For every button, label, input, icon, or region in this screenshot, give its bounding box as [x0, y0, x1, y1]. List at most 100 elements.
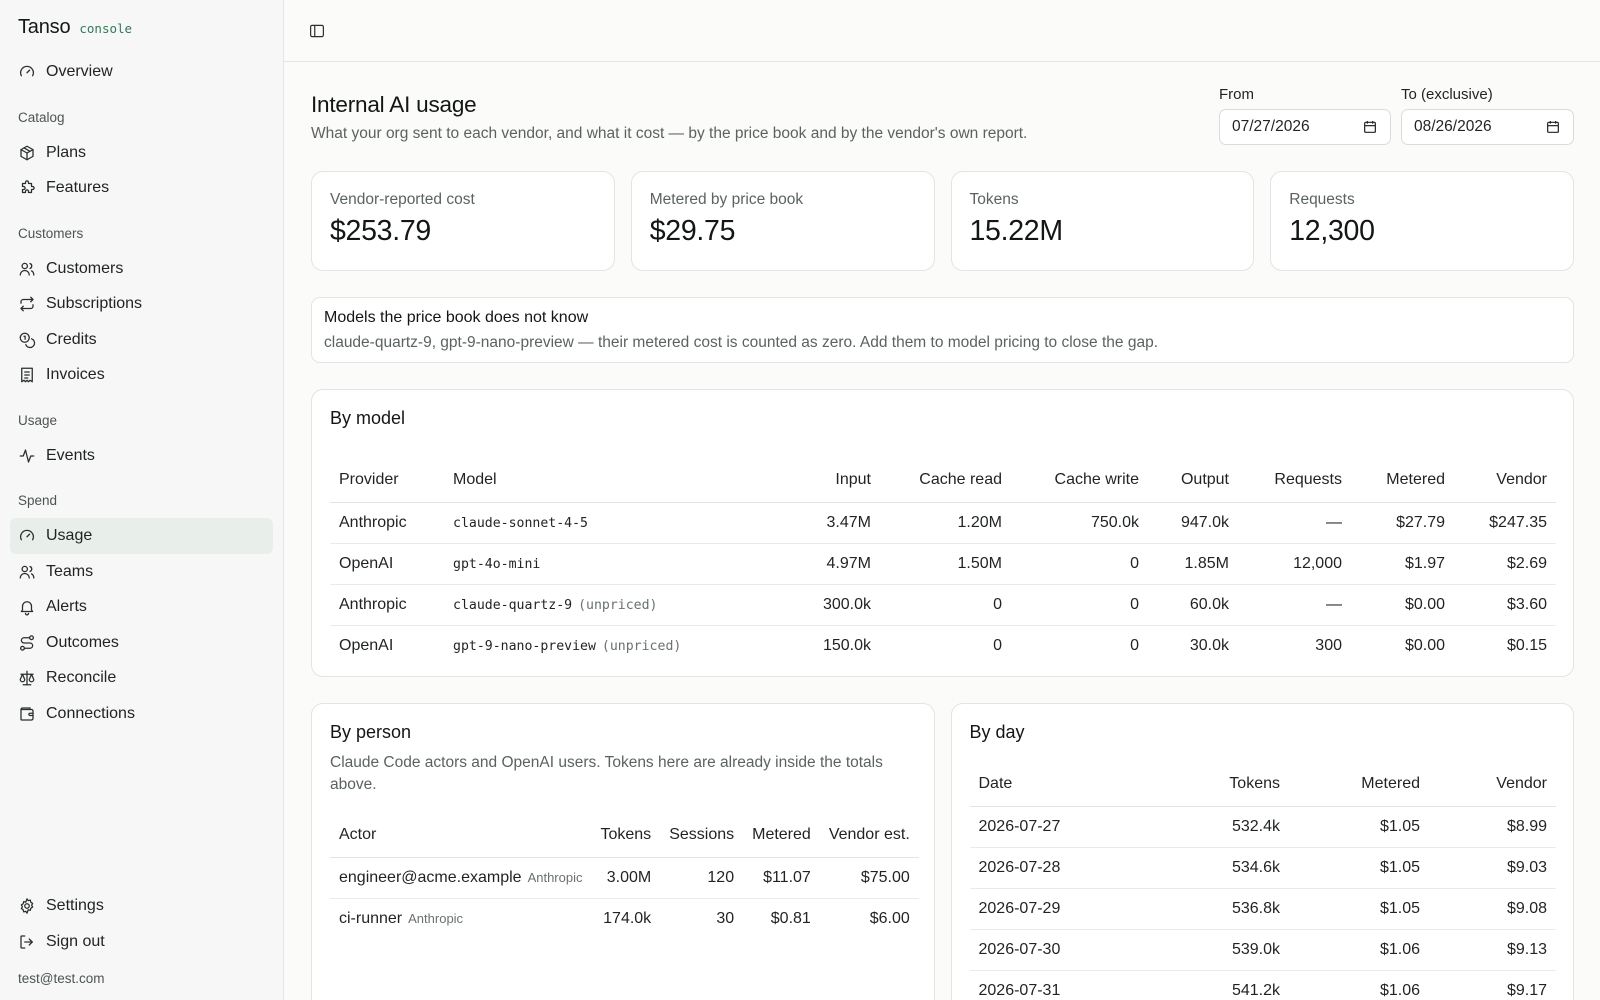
sidebar: Tanso console Overview Catalog Plans Fea…	[0, 0, 284, 1000]
panel-left-icon	[310, 24, 324, 37]
notice-body: claude-quartz-9, gpt-9-nano-preview — th…	[324, 334, 1158, 351]
stat-value: 12,300	[1289, 215, 1375, 247]
sidebar-toggle-button[interactable]	[304, 18, 330, 44]
model-name: gpt-9-nano-preview	[453, 638, 596, 654]
tokens-cell: 3.00M	[591, 857, 661, 899]
sidebar-item-connections[interactable]: Connections	[10, 696, 273, 732]
user-email: test@test.com	[18, 971, 105, 986]
column-header[interactable]: Cache read	[880, 458, 1011, 503]
calendar-icon[interactable]	[1545, 119, 1561, 135]
column-header[interactable]: Tokens	[1149, 762, 1289, 807]
stat-cards: Vendor-reported cost $253.79 Metered by …	[311, 171, 1574, 271]
metered-cell: $0.81	[770, 909, 811, 927]
sidebar-item-label: Settings	[46, 897, 104, 914]
model-name: claude-quartz-9	[453, 597, 573, 613]
provider-tag: Anthropic	[408, 910, 464, 926]
card-title: By model	[330, 408, 406, 428]
users-icon	[19, 565, 35, 579]
sidebar-item-outcomes[interactable]: Outcomes	[10, 625, 273, 661]
sidebar-item-usage[interactable]: Usage	[10, 518, 273, 554]
sidebar-item-customers[interactable]: Customers	[10, 251, 273, 287]
column-header[interactable]: Provider	[330, 458, 444, 503]
sidebar-item-alerts[interactable]: Alerts	[10, 589, 273, 625]
actor-cell: ci-runner Anthropic	[330, 898, 591, 939]
column-header[interactable]: Tokens	[591, 813, 661, 858]
gauge-icon	[20, 529, 34, 541]
metered-cell: $1.05	[1289, 806, 1429, 848]
column-header[interactable]: Metered	[1289, 762, 1429, 807]
table-header-row: Date Tokens Metered Vendor	[969, 762, 1556, 807]
sidebar-item-reconcile[interactable]: Reconcile	[10, 660, 273, 696]
sidebar-item-credits[interactable]: Credits	[10, 322, 273, 358]
column-header[interactable]: Metered	[1351, 458, 1454, 503]
route-icon	[19, 634, 35, 651]
sidebar-item-label: Connections	[46, 704, 135, 722]
sidebar-item-label: Subscriptions	[46, 295, 143, 312]
column-header[interactable]: Input	[776, 458, 880, 503]
sidebar-item-subscriptions[interactable]: Subscriptions	[10, 286, 273, 322]
sidebar-item-teams[interactable]: Teams	[10, 554, 273, 590]
metered-cell: $27.79	[1351, 502, 1454, 544]
sidebar-item-sign-out[interactable]: Sign out	[10, 924, 273, 960]
from-date-input[interactable]: 07/27/2026	[1219, 109, 1391, 145]
column-header[interactable]: Output	[1148, 458, 1238, 503]
date-cell: 2026-07-28	[969, 847, 1149, 889]
column-header[interactable]: Cache write	[1011, 458, 1148, 503]
receipt-icon	[21, 367, 33, 383]
requests-cell: —	[1238, 584, 1351, 626]
column-header[interactable]: Model	[444, 458, 776, 503]
stat-card-tokens: Tokens 15.22M	[950, 171, 1255, 271]
metered-cell: $1.05	[1289, 847, 1429, 889]
vendor-est-cell: $75.00	[819, 857, 919, 899]
column-header[interactable]: Actor	[330, 813, 592, 858]
column-header[interactable]: Vendor est.	[819, 813, 919, 858]
sidebar-item-plans[interactable]: Plans	[10, 135, 273, 171]
gauge-icon	[20, 65, 34, 77]
brand[interactable]: Tanso console	[10, 16, 273, 42]
provider-tag: Anthropic	[527, 869, 583, 885]
column-header[interactable]: Date	[969, 762, 1149, 807]
to-date-input[interactable]: 08/26/2026	[1401, 109, 1574, 145]
cache-read-cell: 0	[993, 636, 1002, 654]
column-header[interactable]: Requests	[1238, 458, 1351, 503]
sidebar-item-label: Features	[46, 179, 110, 196]
package-icon	[20, 145, 34, 160]
by-model-card: By model Provider Model Input Cache read…	[311, 389, 1574, 677]
actor-cell: engineer@acme.example Anthropic	[330, 857, 592, 899]
provider-cell: Anthropic	[330, 584, 444, 626]
card-subtitle: Claude Code actors and OpenAI users. Tok…	[330, 754, 883, 793]
from-date-value: 07/27/2026	[1232, 118, 1310, 135]
model-name: claude-sonnet-4-5	[453, 515, 588, 531]
table-row: ci-runner Anthropic 174.0k 30 $0.81 $6.00	[330, 898, 919, 939]
coins-icon	[19, 332, 36, 348]
sidebar-section-customers: Customers	[18, 225, 84, 241]
sidebar-item-settings[interactable]: Settings	[10, 888, 273, 924]
cache-read-cell: 1.20M	[880, 502, 1011, 544]
column-header[interactable]: Vendor	[1429, 762, 1556, 807]
sidebar-item-overview[interactable]: Overview	[10, 54, 273, 90]
sessions-cell: 120	[660, 857, 744, 899]
from-label: From	[1219, 86, 1254, 103]
cache-read-cell: 0	[880, 584, 1011, 626]
column-header[interactable]: Vendor	[1454, 458, 1556, 503]
notice-title: Models the price book does not know	[324, 309, 589, 326]
output-cell: 30.0k	[1189, 636, 1229, 654]
date-cell: 2026-07-27	[969, 806, 1149, 848]
table-header-row: Provider Model Input Cache read Cache wr…	[330, 458, 1556, 503]
log-out-icon	[20, 934, 33, 949]
date-range: From 07/27/2026 To (exclusive) 08/26/202…	[1219, 86, 1574, 170]
tokens-cell: 536.8k	[1149, 888, 1289, 930]
sidebar-item-invoices[interactable]: Invoices	[10, 357, 273, 393]
sidebar-item-features[interactable]: Features	[10, 170, 273, 206]
to-label: To (exclusive)	[1401, 86, 1493, 103]
column-header[interactable]: Metered	[743, 813, 820, 858]
calendar-icon[interactable]	[1362, 119, 1378, 135]
column-header[interactable]: Sessions	[660, 813, 744, 858]
cache-write-cell: 750.0k	[1011, 502, 1148, 544]
vendor-cell: $247.35	[1454, 502, 1556, 544]
sidebar-item-events[interactable]: Events	[10, 438, 273, 474]
tokens-cell: 541.2k	[1231, 981, 1280, 999]
metered-cell: $11.07	[743, 857, 820, 899]
provider-cell: OpenAI	[339, 636, 394, 654]
